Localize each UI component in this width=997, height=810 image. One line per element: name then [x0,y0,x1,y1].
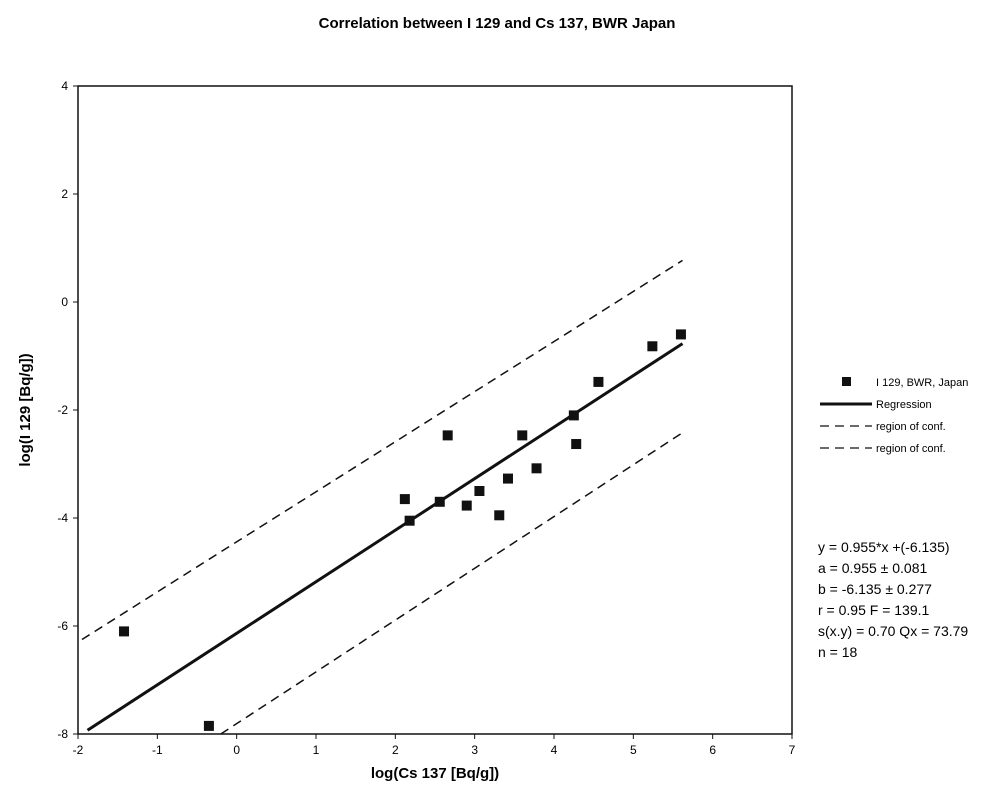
x-tick-label: 7 [789,743,796,757]
line-layer [81,259,684,735]
stats-line: b = -6.135 ± 0.277 [818,581,932,597]
x-tick-label: 2 [392,743,399,757]
x-tick-label: 3 [471,743,478,757]
x-tick-label: 5 [630,743,637,757]
legend-label: Regression [876,399,932,411]
data-point [517,430,528,441]
data-point [404,515,415,526]
data-point [434,496,445,507]
y-tick-label: 2 [61,187,68,201]
x-tick-label: 0 [233,743,240,757]
x-tick-label: -1 [152,743,163,757]
data-point [461,500,472,511]
regression-line [86,342,684,732]
x-tick-label: 4 [551,743,558,757]
data-point [502,473,513,484]
stats-line: s(x.y) = 0.70 Qx = 73.79 [818,623,968,639]
data-point [494,510,505,521]
plot-area [77,85,793,735]
y-tick-label: -4 [57,511,68,525]
x-tick-label: -2 [73,743,84,757]
stats-line: n = 18 [818,644,858,660]
stats-line: a = 0.955 ± 0.081 [818,560,927,576]
point-layer [119,329,686,731]
data-point [593,376,604,387]
y-tick-label: -6 [57,619,68,633]
stats-line: r = 0.95 F = 139.1 [818,602,930,618]
x-tick-label: 1 [313,743,320,757]
data-point [474,486,485,496]
regression-stats: y = 0.955*x +(-6.135) a = 0.955 ± 0.081 b … [818,539,968,660]
legend-marker [842,377,851,386]
y-tick-label: 0 [61,295,68,309]
x-axis: -2 -1 0 1 2 3 4 5 6 7 [73,734,796,757]
y-axis-label: log(I 129 [Bq/g]) [17,353,34,466]
legend-label: I 129, BWR, Japan [876,377,968,389]
confidence-line [220,432,683,735]
chart-title: Correlation between I 129 and Cs 137, BW… [319,15,676,32]
data-point [571,439,582,450]
y-axis: 4 2 0 -2 -4 -6 -8 [57,79,78,741]
data-point [531,463,542,474]
y-tick-label: -2 [57,403,68,417]
stats-line: y = 0.955*x +(-6.135) [818,539,950,555]
data-point [203,720,214,731]
data-point [568,410,579,421]
data-point [647,341,658,352]
legend: I 129, BWR, Japan Regression region of con… [820,377,968,455]
data-point [119,626,130,637]
data-point [442,430,453,441]
legend-label: region of conf. [876,443,946,455]
x-axis-label: log(Cs 137 [Bq/g]) [371,765,499,782]
legend-label: region of conf. [876,421,946,433]
x-tick-label: 6 [709,743,716,757]
data-point [399,494,410,505]
y-tick-label: -8 [57,727,68,741]
data-point [675,329,686,340]
y-tick-label: 4 [61,79,68,93]
confidence-line [81,259,683,641]
